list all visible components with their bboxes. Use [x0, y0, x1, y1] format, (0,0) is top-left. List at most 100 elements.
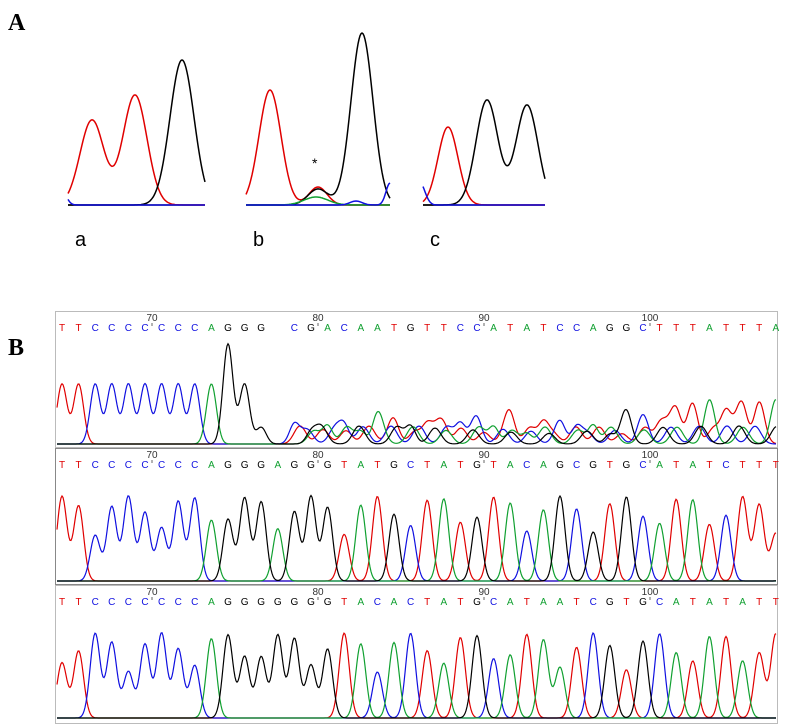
base-call: A: [208, 597, 215, 608]
base-call: T: [756, 597, 762, 608]
base-call: T: [441, 323, 447, 334]
tick-label: 70: [146, 587, 158, 598]
trace: [57, 632, 776, 719]
base-call: C: [573, 460, 580, 471]
base-call: G: [324, 460, 332, 471]
base-call: G: [307, 323, 315, 334]
base-call: G: [556, 460, 564, 471]
frame: [55, 311, 778, 448]
tick-label: 70: [146, 313, 158, 324]
base-call: T: [424, 323, 430, 334]
base-call: A: [590, 323, 597, 334]
base-call: A: [274, 460, 281, 471]
panel-label: B: [8, 335, 24, 361]
base-call: G: [589, 460, 597, 471]
base-call: T: [507, 323, 513, 334]
base-call: T: [59, 323, 65, 334]
base-call: G: [324, 597, 332, 608]
base-call: A: [523, 323, 530, 334]
base-call: A: [374, 323, 381, 334]
trace: [245, 89, 390, 206]
base-call: T: [391, 323, 397, 334]
subpanel-label: a: [75, 229, 87, 251]
base-call: C: [656, 597, 663, 608]
base-call: A: [507, 460, 514, 471]
base-call: T: [574, 597, 580, 608]
base-call: C: [722, 460, 729, 471]
base-call: T: [457, 460, 463, 471]
base-call: G: [257, 460, 265, 471]
base-call: A: [540, 597, 547, 608]
base-call: G: [224, 460, 232, 471]
base-call: C: [125, 460, 132, 471]
tick-label: 90: [478, 313, 490, 324]
subpanel-label: c: [430, 229, 440, 251]
trace: [67, 94, 205, 206]
base-call: A: [391, 597, 398, 608]
base-call: T: [673, 323, 679, 334]
base-call: G: [291, 597, 299, 608]
base-call: T: [756, 323, 762, 334]
base-call: C: [158, 323, 165, 334]
base-call: C: [191, 460, 198, 471]
base-call: C: [639, 323, 646, 334]
base-call: T: [740, 323, 746, 334]
base-call: C: [175, 597, 182, 608]
base-call: G: [291, 460, 299, 471]
tick-label: 90: [478, 587, 490, 598]
base-call: C: [407, 597, 414, 608]
base-call: A: [357, 597, 364, 608]
base-call: G: [224, 597, 232, 608]
base-call: G: [407, 323, 415, 334]
tick-label: 100: [642, 313, 659, 324]
base-call: T: [524, 597, 530, 608]
base-call: T: [59, 460, 65, 471]
base-call: C: [141, 323, 148, 334]
trace: [57, 633, 776, 719]
base-call: G: [307, 460, 315, 471]
base-call: T: [59, 597, 65, 608]
base-call: A: [490, 323, 497, 334]
tick-label: 90: [478, 450, 490, 461]
base-call: C: [92, 460, 99, 471]
base-call: C: [141, 460, 148, 471]
trace: [57, 342, 777, 445]
trace: [67, 199, 205, 206]
base-call: T: [341, 597, 347, 608]
trace: [246, 32, 391, 206]
trace: [57, 495, 776, 582]
frame: [55, 585, 778, 724]
base-call: T: [424, 460, 430, 471]
base-call: G: [241, 323, 249, 334]
base-call: C: [125, 323, 132, 334]
panel-label: A: [8, 10, 26, 36]
base-call: G: [606, 597, 614, 608]
base-call: T: [690, 597, 696, 608]
base-call: G: [390, 460, 398, 471]
base-call: C: [175, 460, 182, 471]
base-call: C: [473, 323, 480, 334]
base-call: A: [772, 323, 779, 334]
base-call: C: [158, 597, 165, 608]
base-call: C: [175, 323, 182, 334]
base-call: A: [739, 597, 746, 608]
base-call: G: [274, 597, 282, 608]
trace: [422, 126, 545, 206]
base-call: A: [357, 460, 364, 471]
tick-label: 100: [642, 450, 659, 461]
base-call: G: [473, 597, 481, 608]
base-call: C: [490, 597, 497, 608]
base-call: C: [291, 323, 298, 334]
base-call: G: [307, 597, 315, 608]
base-call: A: [689, 460, 696, 471]
tick-label: 80: [312, 450, 324, 461]
base-call: T: [76, 323, 82, 334]
trace: [422, 186, 545, 206]
base-call: A: [540, 460, 547, 471]
base-call: T: [690, 323, 696, 334]
base-call: G: [623, 323, 631, 334]
trace: [423, 99, 546, 206]
base-call: A: [706, 597, 713, 608]
base-call: C: [191, 597, 198, 608]
tick-label: 80: [312, 587, 324, 598]
